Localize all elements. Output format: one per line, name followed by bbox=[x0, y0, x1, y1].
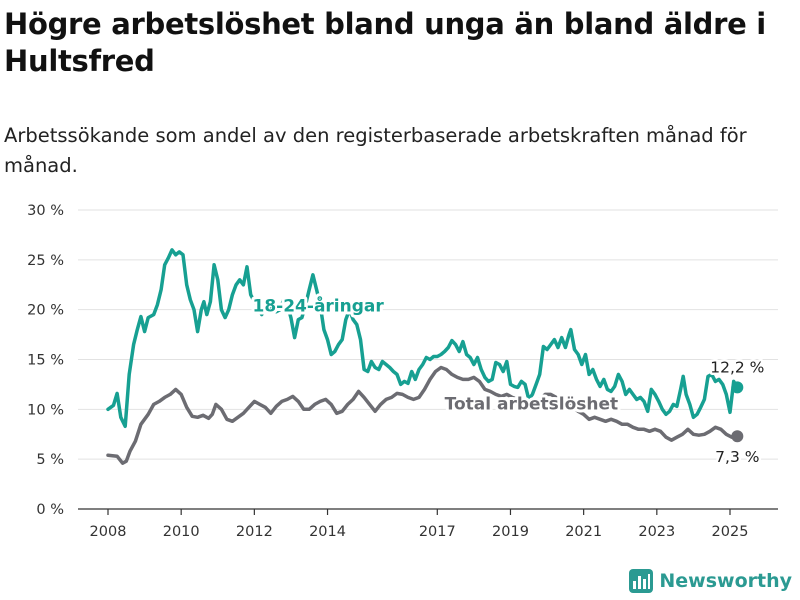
y-tick-label: 10 % bbox=[27, 402, 64, 418]
y-tick-label: 20 % bbox=[27, 303, 64, 319]
x-tick-label: 2025 bbox=[712, 524, 749, 540]
newsworthy-icon bbox=[629, 569, 654, 593]
x-tick-label: 2010 bbox=[163, 524, 200, 540]
end-label-youth-halo: 12,2 % bbox=[710, 358, 764, 376]
x-tick-label: 2019 bbox=[492, 524, 529, 540]
x-tick-label: 2017 bbox=[419, 524, 456, 540]
y-tick-label: 5 % bbox=[36, 452, 64, 468]
gridlines bbox=[78, 209, 778, 460]
chart-title: Högre arbetslöshet bland unga än bland ä… bbox=[4, 7, 766, 78]
x-tick-label: 2023 bbox=[638, 524, 675, 540]
end-point-youth bbox=[731, 381, 744, 394]
end-label-total: 7,3 % bbox=[715, 448, 759, 466]
series-label-youth-halo: 18-24-åringar bbox=[253, 295, 385, 317]
series-label-total-halo: Total arbetslöshet bbox=[445, 394, 619, 414]
series-line-youth bbox=[106, 248, 740, 429]
y-tick-label: 15 % bbox=[27, 353, 64, 369]
end-label-youth: 12,2 % bbox=[710, 358, 764, 376]
y-tick-label: 0 % bbox=[36, 502, 64, 518]
x-axis: 2008 2010 2012 2014 2017 2019 2021 2023 2025 bbox=[78, 508, 778, 540]
x-tick-label: 2008 bbox=[90, 524, 127, 540]
newsworthy-logo[interactable]: Newsworthy bbox=[629, 569, 792, 593]
y-tick-label: 30 % bbox=[27, 203, 64, 219]
x-tick-label: 2014 bbox=[309, 524, 346, 540]
x-tick-label: 2012 bbox=[236, 524, 273, 540]
chart-subtitle: Arbetssökande som andel av den registerb… bbox=[4, 124, 747, 177]
end-label-total-halo: 7,3 % bbox=[715, 448, 759, 466]
y-axis-ticks: 0 % 5 % 10 % 15 % 20 % 25 % 30 % bbox=[27, 203, 64, 518]
series-line-total bbox=[106, 365, 740, 465]
x-tick-label: 2021 bbox=[565, 524, 602, 540]
brand-name: Newsworthy bbox=[659, 570, 792, 592]
end-point-total bbox=[731, 430, 744, 443]
series-label-youth: 18-24-åringar bbox=[253, 295, 385, 317]
series-label-total: Total arbetslöshet bbox=[445, 394, 619, 414]
y-tick-label: 25 % bbox=[27, 253, 64, 269]
chart-series bbox=[106, 248, 744, 465]
